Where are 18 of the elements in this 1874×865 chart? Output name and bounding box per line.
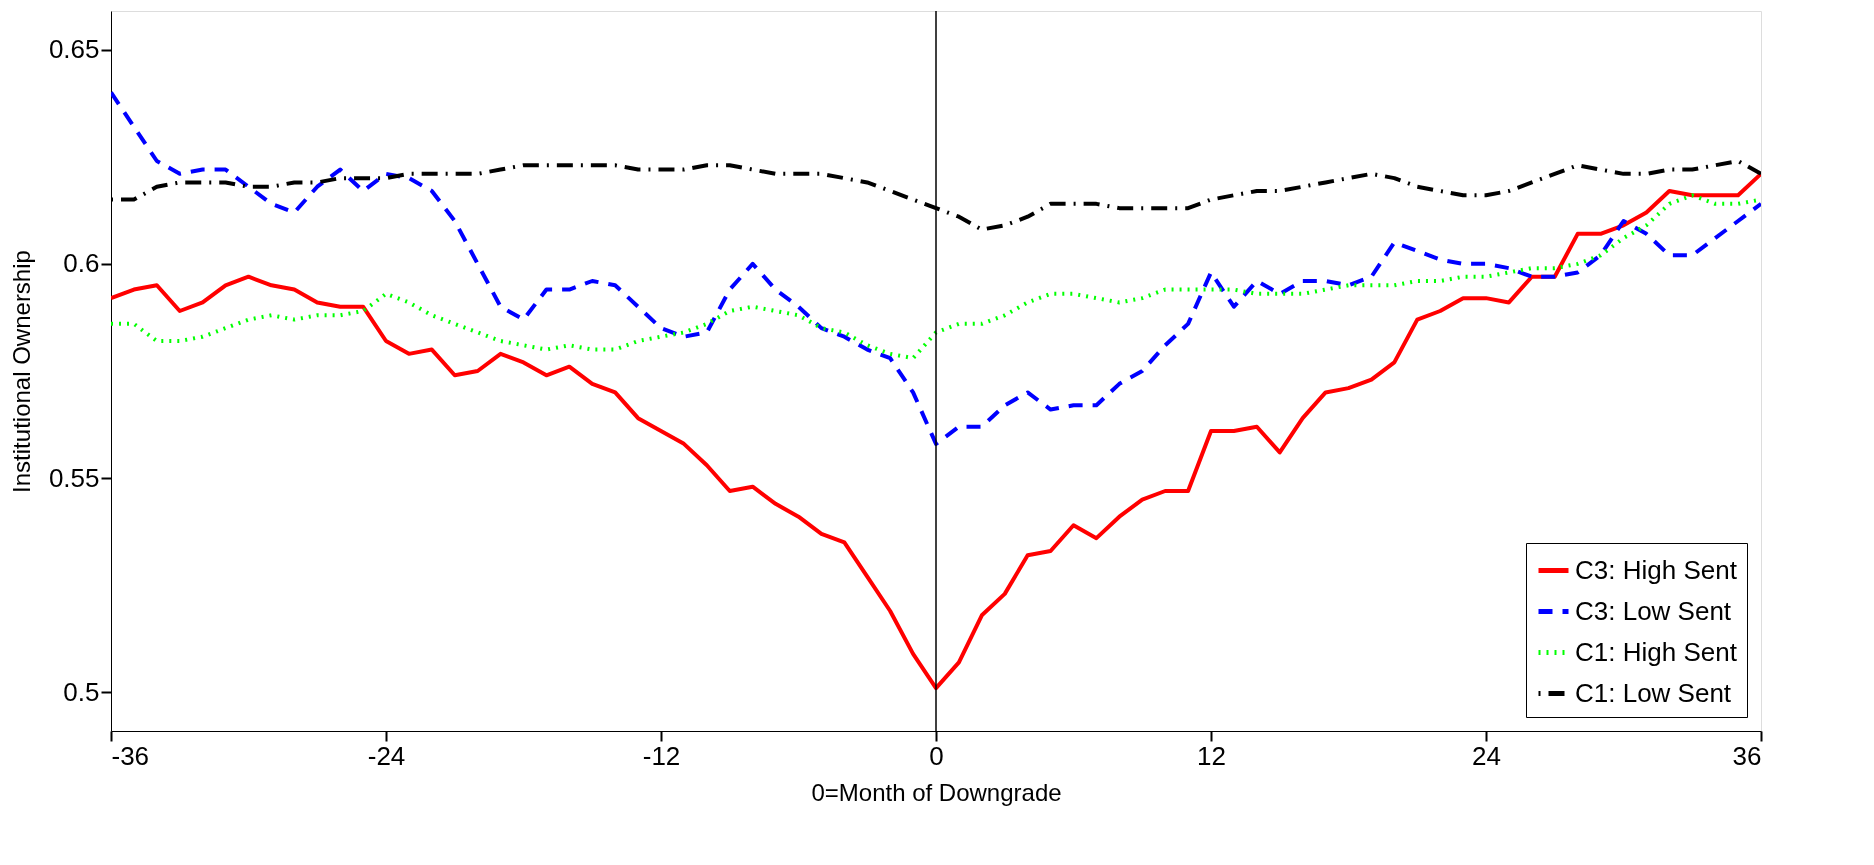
x-tick-label: -12 bbox=[642, 740, 681, 771]
y-tick-label: 0.55 bbox=[48, 462, 100, 493]
y-axis-title: Institutional Ownership bbox=[7, 250, 35, 493]
legend-label: C1: Low Sent bbox=[1575, 677, 1732, 708]
legend-label: C3: High Sent bbox=[1575, 554, 1738, 585]
line-series bbox=[111, 90, 1761, 446]
x-tick-label: -24 bbox=[367, 740, 406, 771]
legend-label: C1: High Sent bbox=[1575, 636, 1738, 667]
x-tick-label: -36 bbox=[111, 740, 150, 771]
x-tick-label: 0 bbox=[929, 740, 944, 771]
x-tick-label: 12 bbox=[1197, 740, 1226, 771]
x-tick-label: 36 bbox=[1732, 740, 1762, 771]
x-tick-label: 24 bbox=[1472, 740, 1501, 771]
y-tick-label: 0.6 bbox=[63, 248, 100, 279]
x-axis-title: 0=Month of Downgrade bbox=[811, 778, 1062, 806]
legend-label: C3: Low Sent bbox=[1575, 595, 1732, 626]
y-tick-label: 0.5 bbox=[63, 676, 100, 707]
y-tick-label: 0.65 bbox=[48, 34, 100, 65]
